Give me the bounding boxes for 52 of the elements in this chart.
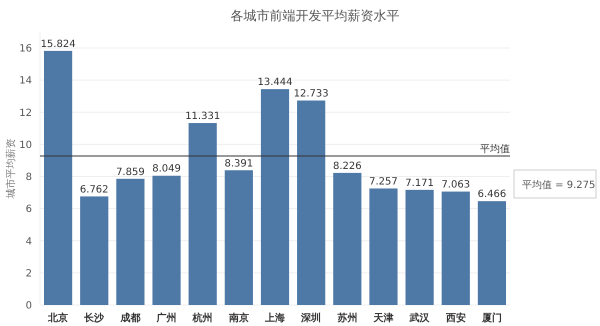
- bar: [333, 172, 362, 305]
- data-label: 8.226: [332, 160, 362, 172]
- text: 平均值 = 9.275: [522, 179, 596, 191]
- data-label: 7.171: [405, 178, 434, 189]
- x-tick-label: 杭州: [192, 312, 213, 324]
- x-tick-label: 厦门: [480, 312, 502, 324]
- bar: [406, 190, 434, 305]
- bar: [116, 178, 144, 305]
- x-tick-label: 苏州: [336, 312, 358, 324]
- x-tick-label: 上海: [264, 312, 285, 324]
- bar: [80, 196, 108, 305]
- bar: [188, 123, 217, 305]
- chart-title: 各城市前端开发平均薪资水平: [230, 9, 400, 24]
- bar: [224, 170, 253, 305]
- data-label: 7.063: [441, 180, 470, 191]
- x-tick-label: 天津: [372, 312, 394, 324]
- data-label: 8.049: [152, 164, 181, 175]
- bar: [152, 176, 181, 305]
- data-label: 8.391: [224, 158, 254, 170]
- bar: [478, 201, 506, 305]
- y-tick-label: 16: [19, 44, 32, 55]
- x-tick-label: 成都: [119, 312, 140, 324]
- y-tick-label: 2: [26, 268, 32, 280]
- x-tick-label: 长沙: [83, 312, 106, 324]
- data-label: 6.762: [80, 184, 109, 196]
- y-tick-label: 10: [19, 140, 32, 151]
- x-tick-label: 广州: [156, 312, 177, 324]
- data-label: 13.444: [258, 77, 292, 88]
- y-tick-label: 0: [26, 300, 32, 312]
- ref-line-label: 平均值: [480, 143, 510, 156]
- bar: [44, 50, 72, 305]
- y-tick-label: 4: [26, 236, 32, 248]
- y-tick-label: 14: [19, 76, 32, 87]
- y-tick-label: 6: [26, 204, 32, 216]
- data-label: 6.466: [478, 189, 506, 200]
- data-label: 15.824: [40, 38, 76, 50]
- bar: [297, 100, 326, 305]
- data-label: 7.859: [116, 166, 145, 178]
- x-tick-label: 南京: [228, 312, 249, 324]
- data-label: 7.257: [369, 176, 398, 188]
- x-tick-label: 北京: [47, 312, 68, 324]
- x-tick-label: 深圳: [300, 312, 322, 324]
- y-tick-label: 12: [19, 108, 32, 119]
- bar: [442, 192, 470, 305]
- y-tick-label: 8: [26, 172, 32, 184]
- data-label: 12.733: [294, 88, 329, 100]
- y-axis-title: 城市平均薪资: [5, 138, 17, 200]
- x-tick-label: 武汉: [408, 312, 431, 324]
- data-label: 11.331: [185, 111, 220, 122]
- bar: [260, 89, 290, 305]
- bar: [369, 188, 398, 305]
- x-tick-label: 西安: [444, 312, 466, 324]
